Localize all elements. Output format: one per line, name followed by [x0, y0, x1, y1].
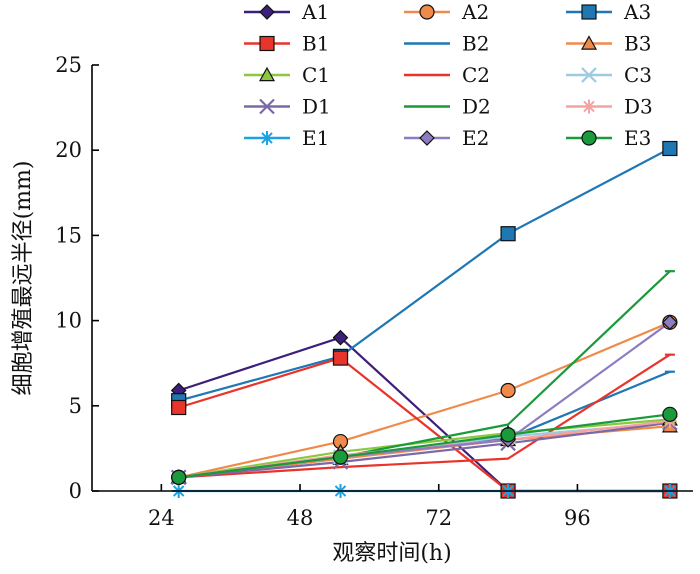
legend-label: A1 — [301, 0, 329, 24]
x-tick-label: 96 — [564, 506, 591, 530]
data-point-e3-3 — [663, 407, 677, 421]
legend-label: B1 — [302, 32, 329, 56]
legend-item-c1: C1 — [244, 63, 330, 87]
legend-swatch-marker — [582, 5, 596, 19]
legend-label: C2 — [462, 63, 490, 87]
legend-item-b3: B3 — [566, 32, 651, 56]
legend-label: D3 — [624, 95, 653, 119]
y-tick-label: 15 — [55, 223, 82, 247]
data-point-a3-3 — [663, 141, 677, 155]
y-tick-label: 20 — [55, 138, 82, 162]
series-line-e2 — [179, 322, 670, 477]
legend-label: C3 — [624, 63, 652, 87]
legend-item-d2: D2 — [404, 95, 491, 119]
legend: A1 A2 A3 B1 B2 B3 C1 C2 C3 D1 D2 D3 E1 E2 E3 — [244, 0, 653, 150]
legend-swatch-marker — [260, 131, 274, 145]
legend-label: B2 — [462, 32, 489, 56]
legend-label: A3 — [623, 0, 651, 24]
legend-item-c3: C3 — [566, 63, 652, 87]
plot-markers — [172, 141, 677, 498]
x-tick-label: 48 — [287, 506, 314, 530]
data-point-e3-0 — [172, 470, 186, 484]
data-point-a2-2 — [501, 383, 515, 397]
legend-swatch-marker — [260, 37, 274, 51]
plot-lines — [179, 149, 670, 492]
series-line-a3 — [179, 149, 670, 401]
data-point-e3-1 — [333, 450, 347, 464]
legend-label: D2 — [462, 95, 491, 119]
x-tick-label: 72 — [425, 506, 452, 530]
line-chart: 24 48 72 96 0 5 10 15 20 25 A1 A2 A3 B1 B2 B3 C1 C2 C3 D1 D… — [0, 0, 700, 574]
data-point-b1-1 — [333, 351, 347, 365]
y-tick-label: 25 — [55, 53, 82, 77]
data-point-b1-0 — [172, 401, 186, 415]
axes — [92, 65, 693, 491]
legend-item-a1: A1 — [244, 0, 329, 24]
legend-item-c2: C2 — [404, 63, 490, 87]
legend-swatch-marker — [420, 5, 434, 19]
legend-item-a2: A2 — [404, 0, 489, 24]
x-axis-label: 观察时间(h) — [332, 541, 451, 566]
y-tick-label: 0 — [69, 479, 82, 503]
legend-label: E3 — [624, 126, 651, 150]
legend-swatch-marker — [582, 100, 596, 114]
legend-item-e1: E1 — [244, 126, 329, 150]
x-tick-label: 24 — [148, 506, 175, 530]
legend-swatch-marker — [420, 131, 434, 145]
legend-label: C1 — [302, 63, 330, 87]
legend-label: A2 — [461, 0, 489, 24]
legend-swatch-marker — [582, 131, 596, 145]
data-point-a3-2 — [501, 227, 515, 241]
legend-item-d1: D1 — [244, 95, 331, 119]
y-tick-label: 5 — [69, 394, 82, 418]
data-point-e3-2 — [501, 428, 515, 442]
legend-label: E2 — [462, 126, 489, 150]
legend-item-e2: E2 — [404, 126, 489, 150]
legend-label: D1 — [302, 95, 331, 119]
legend-item-e3: E3 — [566, 126, 651, 150]
y-tick-label: 10 — [55, 309, 82, 333]
legend-item-a3: A3 — [566, 0, 651, 24]
legend-item-d3: D3 — [566, 95, 653, 119]
legend-label: E1 — [302, 126, 329, 150]
y-axis-label: 细胞增殖最远半径(mm) — [11, 161, 36, 396]
legend-label: B3 — [624, 32, 651, 56]
legend-swatch-marker — [260, 5, 274, 19]
legend-item-b2: B2 — [404, 32, 489, 56]
series-line-a2 — [179, 322, 670, 477]
legend-item-b1: B1 — [244, 32, 329, 56]
